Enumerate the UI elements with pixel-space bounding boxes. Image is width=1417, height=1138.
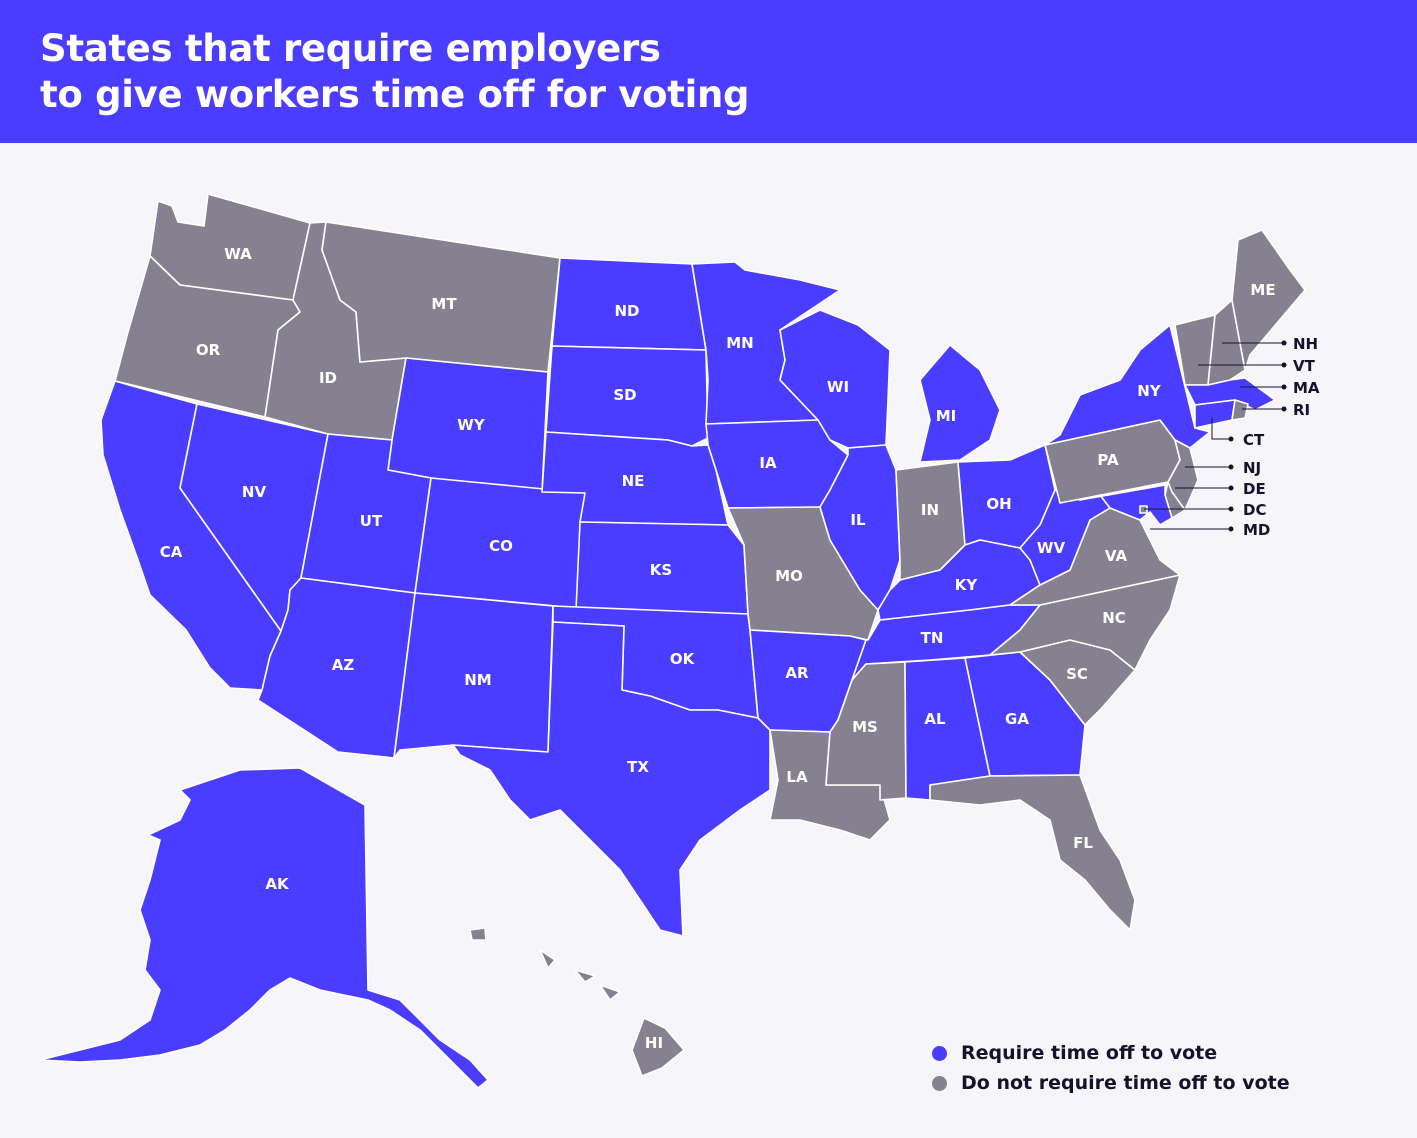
legend: Require time off to vote Do not require … [932, 1038, 1290, 1098]
state-MS [825, 661, 907, 801]
legend-dot-require [932, 1045, 947, 1061]
state-label-KS: KS [650, 561, 672, 579]
state-label-CO: CO [489, 537, 513, 555]
state-label-WY: WY [457, 416, 486, 434]
state-label-KY: KY [955, 576, 979, 594]
legend-dot-not-require [932, 1075, 947, 1091]
state-label-MI: MI [936, 407, 957, 425]
state-NE [541, 431, 729, 526]
legend-item-not-require: Do not require time off to vote [932, 1068, 1290, 1098]
callout-lines [1144, 342, 1284, 530]
state-label-WA: WA [224, 245, 252, 263]
state-label-ND: ND [614, 302, 639, 320]
state-TX [452, 621, 771, 937]
state-label-PA: PA [1097, 451, 1119, 469]
map-title: States that require employers to give wo… [40, 26, 750, 118]
state-label-MS: MS [852, 718, 878, 736]
state-label-NV: NV [242, 483, 267, 501]
state-label-SC: SC [1066, 665, 1088, 683]
callout-label-MA: MA [1293, 379, 1320, 397]
state-label-CA: CA [160, 543, 183, 561]
title-line-2: to give workers time off for voting [40, 73, 750, 116]
callout-label-NJ: NJ [1243, 459, 1261, 477]
legend-item-require: Require time off to vote [932, 1038, 1290, 1068]
legend-label-not-require: Do not require time off to vote [961, 1072, 1290, 1094]
state-label-IA: IA [759, 454, 777, 472]
state-label-VA: VA [1105, 547, 1128, 565]
state-label-WV: WV [1037, 539, 1066, 557]
callout-label-MD: MD [1243, 521, 1270, 539]
state-label-OH: OH [986, 495, 1011, 513]
state-TN [851, 604, 1041, 681]
state-label-NE: NE [622, 472, 645, 490]
state-label-ME: ME [1250, 281, 1275, 299]
state-label-TN: TN [921, 629, 944, 647]
state-label-TX: TX [627, 758, 649, 776]
state-label-AL: AL [924, 710, 946, 728]
state-label-SD: SD [613, 386, 636, 404]
state-FL [929, 774, 1136, 931]
title-banner: States that require employers to give wo… [0, 0, 1417, 143]
state-label-OR: OR [196, 341, 221, 359]
state-label-IN: IN [921, 501, 939, 519]
state-label-ID: ID [319, 369, 337, 387]
state-label-FL: FL [1073, 834, 1093, 852]
state-IL [819, 444, 901, 611]
state-label-NC: NC [1102, 609, 1126, 627]
state-label-NY: NY [1137, 382, 1162, 400]
state-label-LA: LA [786, 768, 808, 786]
state-label-GA: GA [1005, 710, 1029, 728]
callout-label-DC: DC [1243, 501, 1266, 519]
state-label-WI: WI [827, 378, 849, 396]
state-label-IL: IL [850, 511, 866, 529]
state-MD [1079, 484, 1173, 526]
us-map: WA OR ID MT WY ND SD NE KS OK TX CA NV UT AZ CO NM MN IA MO… [39, 193, 1320, 1089]
state-label-MT: MT [431, 295, 457, 313]
state-CT [1194, 399, 1236, 429]
state-label-OK: OK [670, 650, 696, 668]
state-label-AR: AR [785, 664, 809, 682]
callout-label-VT: VT [1293, 357, 1316, 375]
callout-label-NH: NH [1293, 335, 1318, 353]
state-AK [39, 767, 489, 1089]
state-label-UT: UT [360, 512, 383, 530]
state-HI [469, 927, 685, 1077]
state-label-MO: MO [775, 567, 803, 585]
state-RI [1231, 399, 1249, 421]
legend-label-require: Require time off to vote [961, 1042, 1218, 1064]
state-label-HI: HI [645, 1034, 663, 1052]
state-ME [1231, 229, 1306, 371]
state-MI [919, 344, 1001, 463]
state-label-MN: MN [726, 334, 753, 352]
callout-label-DE: DE [1243, 480, 1266, 498]
callout-label-CT: CT [1243, 431, 1265, 449]
state-NC [989, 574, 1181, 671]
callout-dots [1228, 340, 1287, 532]
state-label-AK: AK [265, 875, 290, 893]
state-NY [1044, 324, 1211, 449]
title-line-1: States that require employers [40, 27, 661, 70]
callout-label-RI: RI [1293, 401, 1310, 419]
state-label-AZ: AZ [332, 656, 355, 674]
state-DC [1139, 505, 1148, 514]
state-label-NM: NM [464, 671, 491, 689]
